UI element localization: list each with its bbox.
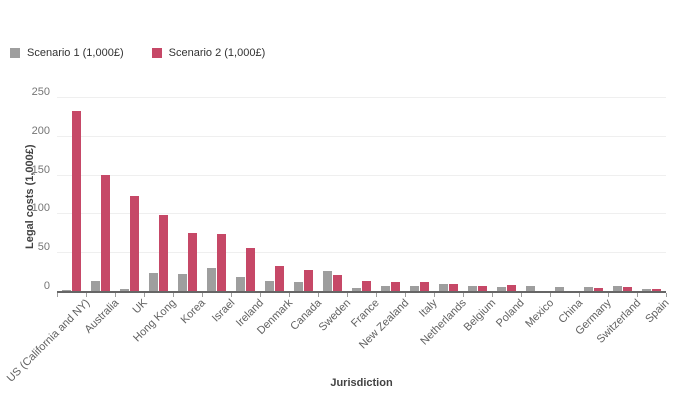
bar-scenario-1[interactable] xyxy=(265,281,274,291)
scenario-2-swatch-icon xyxy=(151,48,162,58)
bar-scenario-1[interactable] xyxy=(207,268,216,291)
bar-scenario-2[interactable] xyxy=(275,266,284,291)
x-axis-tick xyxy=(173,293,174,297)
x-axis-tick xyxy=(57,293,58,297)
bar-scenario-2[interactable] xyxy=(420,282,429,291)
bar-scenario-2[interactable] xyxy=(130,196,139,291)
x-axis-tick xyxy=(376,293,377,297)
bar-scenario-2[interactable] xyxy=(391,282,400,291)
bar-scenario-1[interactable] xyxy=(410,286,419,291)
x-axis-tick xyxy=(521,293,522,297)
y-axis-title: Legal costs (1,000£) xyxy=(24,144,36,249)
bar-scenario-1[interactable] xyxy=(352,288,361,291)
bar-scenario-2[interactable] xyxy=(507,285,516,291)
x-category-label: Spain xyxy=(643,297,672,326)
bar-scenario-2[interactable] xyxy=(594,288,603,291)
x-category-label: Belgium xyxy=(461,297,498,334)
x-axis-tick xyxy=(434,293,435,297)
x-axis-tick xyxy=(260,293,261,297)
bar-scenario-1[interactable] xyxy=(294,282,303,291)
gridline xyxy=(57,252,666,254)
gridline xyxy=(57,97,666,98)
x-axis-tick xyxy=(289,293,290,297)
y-tick-label: 250 xyxy=(31,86,50,98)
bar-scenario-1[interactable] xyxy=(120,289,129,291)
bar-scenario-1[interactable] xyxy=(497,287,506,291)
x-category-label: US (California and NY) xyxy=(4,297,92,385)
x-axis-tick xyxy=(463,293,464,297)
bar-scenario-1[interactable] xyxy=(439,284,448,291)
bar-scenario-1[interactable] xyxy=(642,289,651,291)
x-axis-tick xyxy=(550,293,551,297)
bar-scenario-1[interactable] xyxy=(584,287,593,291)
bar-scenario-2[interactable] xyxy=(333,275,342,291)
gridline xyxy=(57,174,666,176)
y-tick-label: 150 xyxy=(31,163,50,176)
legend-item-scenario-1[interactable]: Scenario 1 (1,000£) xyxy=(10,47,124,59)
bar-scenario-1[interactable] xyxy=(555,287,564,291)
bar-scenario-2[interactable] xyxy=(246,248,255,291)
bar-scenario-1[interactable] xyxy=(613,286,622,291)
x-category-label: Mexico xyxy=(522,297,556,331)
bar-scenario-1[interactable] xyxy=(236,277,245,291)
y-tick-label: 50 xyxy=(37,241,50,254)
chart-legend: Scenario 1 (1,000£) Scenario 2 (1,000£) xyxy=(10,47,265,59)
bar-scenario-1[interactable] xyxy=(149,273,158,291)
bar-scenario-1[interactable] xyxy=(468,286,477,291)
bar-scenario-2[interactable] xyxy=(362,281,371,291)
bar-scenario-1[interactable] xyxy=(62,290,71,291)
bar-scenario-1[interactable] xyxy=(381,286,390,291)
x-axis-tick xyxy=(86,293,87,297)
bar-scenario-1[interactable] xyxy=(178,274,187,291)
y-tick-label: 200 xyxy=(31,124,50,137)
bar-scenario-2[interactable] xyxy=(101,175,110,291)
x-axis-tick xyxy=(347,293,348,297)
x-category-label: UK xyxy=(130,297,150,317)
x-axis-tick xyxy=(318,293,319,297)
x-axis-tick xyxy=(608,293,609,297)
y-tick-label: 100 xyxy=(31,202,50,215)
bar-scenario-2[interactable] xyxy=(217,234,226,291)
y-tick-label: 0 xyxy=(43,280,50,292)
x-axis-tick xyxy=(202,293,203,297)
x-axis-tick xyxy=(231,293,232,297)
bar-scenario-1[interactable] xyxy=(323,271,332,291)
x-axis-tick xyxy=(144,293,145,297)
gridline xyxy=(57,213,666,215)
legend-item-scenario-2[interactable]: Scenario 2 (1,000£) xyxy=(151,47,266,59)
bar-scenario-2[interactable] xyxy=(72,111,81,291)
x-axis-tick xyxy=(405,293,406,297)
bar-scenario-1[interactable] xyxy=(91,281,100,291)
legend-label: Scenario 1 (1,000£) xyxy=(27,47,124,59)
bar-scenario-2[interactable] xyxy=(449,284,458,291)
bar-scenario-2[interactable] xyxy=(478,286,487,291)
x-category-label: Italy xyxy=(417,297,440,320)
bar-scenario-2[interactable] xyxy=(623,287,632,291)
x-axis-tick xyxy=(492,293,493,297)
x-axis-tick xyxy=(666,293,667,297)
bar-scenario-2[interactable] xyxy=(652,289,661,291)
x-category-label: Korea xyxy=(178,297,208,327)
legend-label: Scenario 2 (1,000£) xyxy=(168,47,266,59)
bar-scenario-2[interactable] xyxy=(188,233,197,291)
gridline xyxy=(57,135,666,137)
x-axis-tick xyxy=(637,293,638,297)
x-axis-tick xyxy=(579,293,580,297)
bar-scenario-1[interactable] xyxy=(526,286,535,291)
x-axis-title: Jurisdiction xyxy=(330,377,393,389)
scenario-1-swatch-icon xyxy=(10,48,20,58)
bar-scenario-2[interactable] xyxy=(304,270,313,291)
x-axis-line xyxy=(57,291,666,293)
x-axis-tick xyxy=(115,293,116,297)
bar-scenario-2[interactable] xyxy=(159,215,168,291)
x-category-label: Poland xyxy=(494,297,527,330)
